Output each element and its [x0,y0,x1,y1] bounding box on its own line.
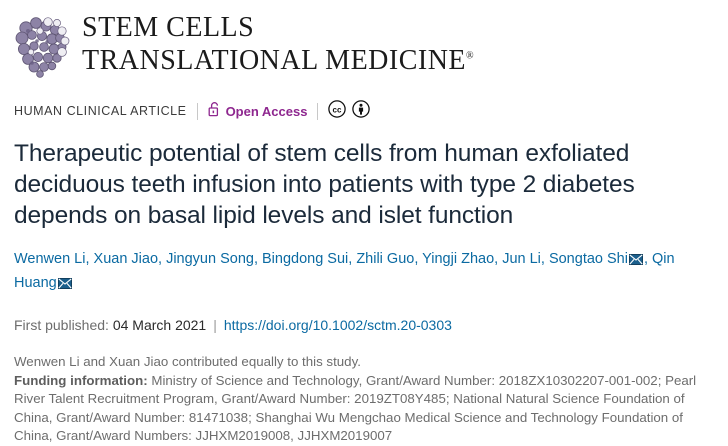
journal-masthead: STEM CELLS TRANSLATIONAL MEDICINE® [0,0,728,78]
author-names-secondary[interactable]: , Qin Huang [14,251,675,291]
open-access-label: Open Access [225,103,308,119]
equal-contribution-note: Wenwen Li and Xuan Jiao contributed equa… [14,354,361,369]
article-type-label: HUMAN CLINICAL ARTICLE [14,104,187,118]
svg-text:cc: cc [333,105,342,114]
doi-link[interactable]: https://doi.org/10.1002/sctm.20-0303 [223,317,452,333]
journal-name-line-1: STEM CELLS [82,11,255,43]
author-names-primary[interactable]: Wenwen Li, Xuan Jiao, Jingyun Song, Bing… [14,251,628,267]
separator: | [213,317,217,333]
creative-commons-icon[interactable]: cc [328,99,347,123]
publication-line: First published: 04 March 2021 | https://d… [14,315,714,335]
first-published-date: 04 March 2021 [112,317,207,333]
journal-name-line-2: TRANSLATIONAL MEDICINE® [82,44,475,76]
first-published-label: First published: [14,317,109,333]
license-badges[interactable]: cc [328,99,371,123]
envelope-icon[interactable] [57,274,72,296]
journal-wordmark: STEM CELLS TRANSLATIONAL MEDICINE® [82,11,475,79]
envelope-icon[interactable] [628,250,643,272]
funding-label-colon: : [143,372,148,388]
funding-label: Funding information [14,372,144,388]
stem-cell-cluster-icon [12,14,74,78]
author-list: Wenwen Li, Xuan Jiao, Jingyun Song, Bing… [14,248,714,296]
registered-trademark-mark: ® [466,50,475,62]
article-type-bar: HUMAN CLINICAL ARTICLE Open Access cc [14,99,728,123]
funding-information: Funding information: Ministry of Science… [14,372,714,446]
page-title: Therapeutic potential of stem cells from… [14,140,635,229]
open-lock-icon [208,101,221,122]
divider [196,102,198,120]
open-access-badge[interactable]: Open Access [208,101,308,122]
cc-by-attribution-icon[interactable] [352,99,371,123]
divider [317,102,319,120]
article-notes: Wenwen Li and Xuan Jiao contributed equa… [14,353,714,446]
